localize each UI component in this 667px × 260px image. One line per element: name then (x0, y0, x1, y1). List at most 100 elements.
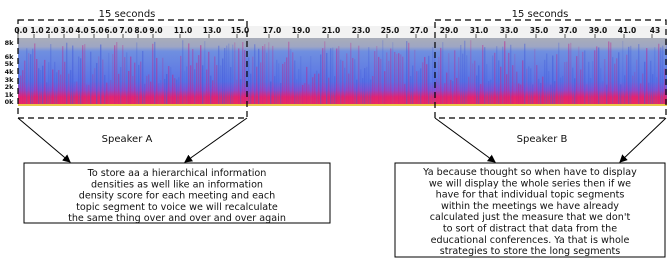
spectro-stripe (378, 56, 380, 105)
spectro-stripe (356, 79, 358, 105)
spectro-stripe (286, 57, 288, 105)
spectro-stripe (458, 57, 460, 105)
selection-box (434, 19, 667, 119)
transcript-line: topic segment to voice we will recalcula… (76, 202, 278, 213)
spectro-stripe (620, 84, 622, 105)
spectro-stripe (328, 77, 330, 105)
spectro-stripe (514, 53, 516, 105)
spectro-stripe (592, 61, 594, 105)
spectro-stripe (34, 43, 36, 105)
spectro-stripe (520, 84, 522, 105)
freq-label: 8k (5, 39, 15, 47)
spectro-stripe (164, 78, 166, 105)
span-label: 15 seconds (99, 9, 156, 20)
spectro-stripe (102, 59, 104, 105)
spectro-stripe (332, 47, 334, 105)
spectro-stripe (284, 62, 286, 105)
spectro-stripe (438, 56, 440, 105)
spectro-stripe (600, 68, 602, 105)
spectro-stripe (406, 41, 408, 105)
spectro-stripe (394, 51, 396, 105)
spectro-stripe (470, 40, 472, 105)
spectro-stripe (122, 45, 124, 105)
spectro-stripe (634, 71, 636, 105)
spectro-stripe (170, 67, 172, 105)
tick-label: 13.0 (203, 26, 222, 35)
spectro-stripe (648, 82, 650, 105)
freq-label: 3k (5, 76, 15, 84)
spectro-stripe (524, 43, 526, 105)
spectro-stripe (174, 78, 176, 105)
spectro-stripe (210, 75, 212, 105)
spectro-stripe (154, 41, 156, 105)
spectro-stripe (208, 51, 210, 105)
spectro-stripe (664, 68, 666, 105)
spectro-stripe (662, 45, 664, 105)
spectro-stripe (632, 75, 634, 105)
tick-label: 8.0 (134, 26, 147, 35)
spectro-stripe (612, 57, 614, 105)
spectro-stripe (142, 50, 144, 105)
spectro-stripe (628, 46, 630, 105)
spectro-stripe (422, 62, 424, 105)
spectro-stripe (418, 70, 420, 105)
spectro-stripe (416, 71, 418, 105)
spectro-stripe (230, 67, 232, 105)
spectro-stripe (238, 48, 240, 105)
spectro-stripe (134, 62, 136, 105)
spectro-stripe (506, 74, 508, 105)
spectro-stripe (478, 65, 480, 105)
spectro-stripe (610, 42, 612, 105)
spectro-stripe (504, 41, 506, 105)
spectro-stripe (498, 60, 500, 105)
spectro-stripe (456, 77, 458, 105)
spectro-stripe (106, 82, 108, 105)
spectro-stripe (374, 51, 376, 105)
spectro-stripe (624, 75, 626, 105)
spectro-stripe (316, 70, 318, 105)
spectro-stripe (294, 60, 296, 105)
spectro-stripe (544, 59, 546, 105)
spectro-stripe (510, 44, 512, 105)
transcript-line: strategies to store the long segments (440, 246, 621, 257)
spectro-stripe (410, 76, 412, 105)
spectro-stripe (350, 42, 352, 105)
spectro-stripe (146, 75, 148, 105)
spectro-stripe (270, 81, 272, 105)
spectro-stripe (464, 40, 466, 106)
spectro-stripe (200, 45, 202, 105)
spectro-stripe (546, 53, 548, 105)
spectro-stripe (646, 48, 648, 105)
spectro-stripe (178, 77, 180, 105)
spectro-stripe (344, 67, 346, 105)
spectro-stripe (376, 45, 378, 105)
speaker-label: Speaker B (517, 134, 568, 145)
spectro-stripe (192, 48, 194, 105)
spectro-stripe (414, 49, 416, 105)
spectro-stripe (166, 74, 168, 105)
spectro-stripe (622, 40, 624, 105)
spectro-stripe (626, 54, 628, 105)
spectro-stripe (658, 43, 660, 105)
spectro-stripe (598, 47, 600, 105)
spectro-stripe (442, 42, 444, 105)
tick-label: 0.0 (14, 26, 27, 35)
spectro-stripe (650, 60, 652, 105)
spectro-stripe (434, 55, 436, 105)
transcript-line: Ya because thought so when have to displ… (422, 167, 637, 178)
spectro-stripe (88, 84, 90, 105)
spectro-stripe (636, 59, 638, 105)
spectro-stripe (128, 70, 130, 105)
spectro-stripe (588, 61, 590, 105)
tick-label: 7.0 (119, 26, 132, 35)
spectro-stripe (480, 84, 482, 105)
spectro-stripe (234, 42, 236, 105)
spectro-stripe (516, 71, 518, 105)
spectro-stripe (220, 65, 222, 105)
transcript-line: we will display the whole series then if… (429, 178, 631, 189)
spectro-stripe (144, 83, 146, 105)
spectro-stripe (614, 63, 616, 105)
spectro-stripe (602, 81, 604, 105)
spectro-stripe (72, 45, 74, 105)
tick-label: 4.0 (75, 26, 88, 35)
